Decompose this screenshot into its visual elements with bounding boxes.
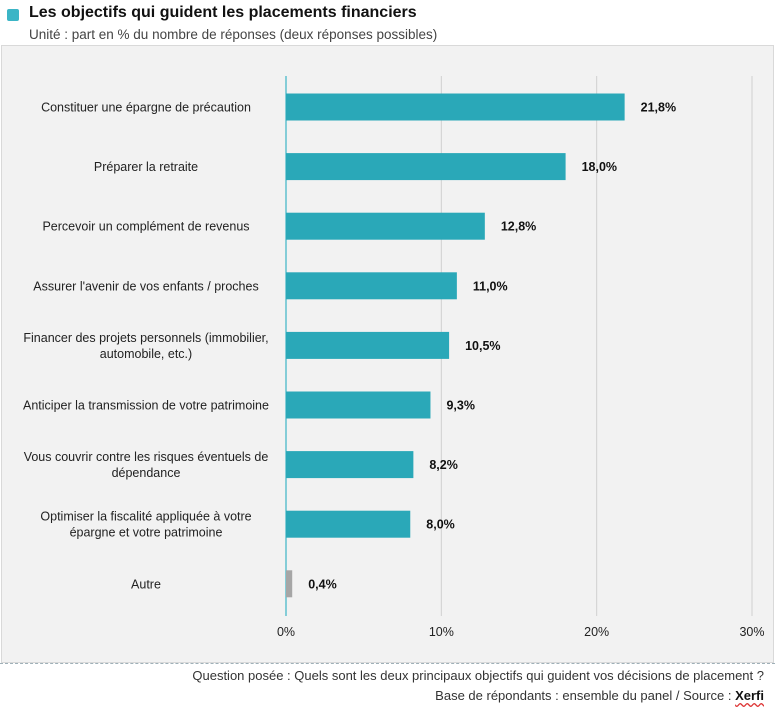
category-label: Percevoir un complément de revenus <box>42 220 249 234</box>
data-label: 18,0% <box>582 160 617 174</box>
bar <box>286 212 485 240</box>
data-label: 12,8% <box>501 220 536 234</box>
data-label: 9,3% <box>446 399 475 413</box>
bar <box>286 570 293 598</box>
category-label: Anticiper la transmission de votre patri… <box>23 399 269 413</box>
x-tick-label: 20% <box>584 625 609 639</box>
bar-chart: 0% 10% 20% 30% 21,8% Constituer une épargne d… <box>23 76 765 639</box>
bar <box>286 391 431 419</box>
data-label: 10,5% <box>465 339 500 353</box>
chart-title: Les objectifs qui guident les placements… <box>29 4 417 21</box>
bar <box>286 93 625 121</box>
category-label: Constituer une épargne de précaution <box>41 101 251 115</box>
data-label: 0,4% <box>308 577 337 591</box>
category-label: Assurer l'avenir de vos enfants / proche… <box>33 279 258 293</box>
data-label: 21,8% <box>641 101 676 115</box>
footer-source: Base de répondants : ensemble du panel /… <box>435 688 764 703</box>
category-label: dépendance <box>112 466 181 480</box>
chart-header: Les objectifs qui guident les placements… <box>0 0 775 44</box>
source-brand: Xerfi <box>735 688 764 703</box>
footer-base-text: Base de répondants : ensemble du panel /… <box>435 688 736 703</box>
category-label: Financer des projets personnels (immobil… <box>23 331 268 345</box>
category-label: Optimiser la fiscalité appliquée à votre <box>40 510 251 524</box>
title-marker-square <box>7 9 19 21</box>
chart-subtitle: Unité : part en % du nombre de réponses … <box>29 27 438 42</box>
bar <box>286 331 450 359</box>
bar <box>286 451 414 479</box>
data-label: 8,0% <box>426 518 455 532</box>
data-label: 11,0% <box>473 279 508 293</box>
bar <box>286 272 457 300</box>
bar <box>286 510 411 538</box>
footer-question: Question posée : Quels sont les deux pri… <box>192 668 764 683</box>
x-tick-label: 30% <box>739 625 764 639</box>
category-label: Préparer la retraite <box>94 160 198 174</box>
x-tick-label: 10% <box>429 625 454 639</box>
category-label: automobile, etc.) <box>100 347 192 361</box>
footer-divider <box>0 663 775 664</box>
x-tick-label: 0% <box>277 625 295 639</box>
chart-area: 0% 10% 20% 30% 21,8% Constituer une épargne d… <box>1 45 774 663</box>
category-label: épargne et votre patrimoine <box>70 526 223 540</box>
bar <box>286 153 566 181</box>
category-label: Vous couvrir contre les risques éventuel… <box>24 450 269 464</box>
category-label: Autre <box>131 577 161 591</box>
data-label: 8,2% <box>429 458 458 472</box>
